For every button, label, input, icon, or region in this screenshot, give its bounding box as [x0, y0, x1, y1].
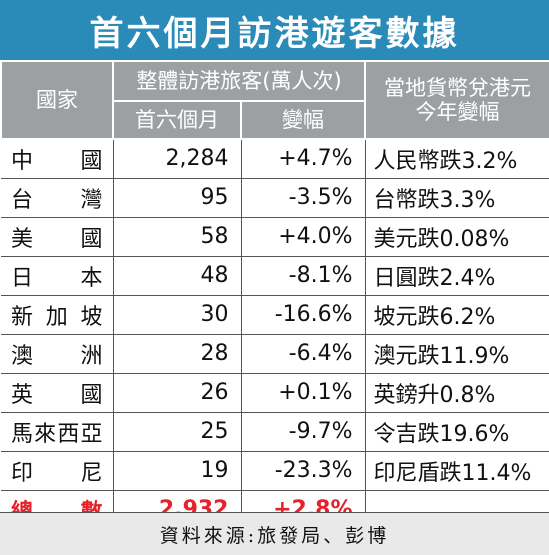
source-footer: 資料來源:旅發局、彭博	[0, 512, 549, 555]
country-label: 中 國	[11, 148, 103, 174]
change-cell: -3.5%	[240, 177, 366, 218]
country-cell: 澳 洲	[1, 333, 114, 374]
change-cell: -8.1%	[240, 255, 366, 296]
country-cell: 印 尼	[1, 450, 114, 491]
table-row: 英 國 26 +0.1% 英鎊升0.8%	[1, 372, 549, 413]
page-title: 首六個月訪港遊客數據	[0, 0, 549, 60]
country-label: 澳 洲	[11, 343, 103, 369]
visitors-cell: 2,284	[112, 138, 242, 179]
currency-cell: 人民幣跌3.2%	[364, 138, 549, 179]
country-cell: 英 國	[1, 372, 114, 413]
change-cell: -23.3%	[240, 450, 366, 491]
visitors-cell: 26	[112, 372, 242, 413]
currency-cell: 澳元跌11.9%	[364, 333, 549, 374]
change-cell: -6.4%	[240, 333, 366, 374]
currency-cell: 坡元跌6.2%	[364, 294, 549, 335]
visitors-cell: 19	[112, 450, 242, 491]
country-cell: 日 本	[1, 255, 114, 296]
table-row: 台 灣 95 -3.5% 台幣跌3.3%	[1, 177, 549, 218]
change-cell: +4.7%	[240, 138, 366, 179]
currency-cell: 日圓跌2.4%	[364, 255, 549, 296]
country-cell: 美 國	[1, 216, 114, 257]
country-label: 英 國	[11, 382, 103, 408]
country-label: 台 灣	[11, 187, 103, 213]
change-cell: -16.6%	[240, 294, 366, 335]
table-row: 美 國 58 +4.0% 美元跌0.08%	[1, 216, 549, 257]
country-cell: 中 國	[1, 138, 114, 179]
visitor-table: 國家 整體訪港旅客(萬人次) 當地貨幣兌港元 今年變幅 首六個月 變幅 中 國 2…	[0, 60, 549, 530]
currency-cell: 台幣跌3.3%	[364, 177, 549, 218]
currency-cell: 令吉跌19.6%	[364, 411, 549, 452]
currency-cell: 美元跌0.08%	[364, 216, 549, 257]
header-currency-line1: 當地貨幣兌港元	[384, 75, 532, 100]
header-currency-line2: 今年變幅	[415, 100, 500, 124]
header-currency: 當地貨幣兌港元 今年變幅	[364, 60, 549, 140]
visitors-cell: 48	[112, 255, 242, 296]
table-row: 新加坡 30 -16.6% 坡元跌6.2%	[1, 294, 549, 335]
country-label: 日 本	[11, 265, 103, 291]
visitors-cell: 95	[112, 177, 242, 218]
table-row: 馬來西亞 25 -9.7% 令吉跌19.6%	[1, 411, 549, 452]
visitors-cell: 58	[112, 216, 242, 257]
header-change: 變幅	[239, 100, 367, 140]
visitors-cell: 30	[112, 294, 242, 335]
country-label: 馬來西亞	[11, 421, 103, 447]
currency-cell: 印尼盾跌11.4%	[364, 450, 549, 491]
table-header: 國家 整體訪港旅客(萬人次) 當地貨幣兌港元 今年變幅 首六個月 變幅	[0, 60, 549, 140]
table-row: 日 本 48 -8.1% 日圓跌2.4%	[1, 255, 549, 296]
header-first-six-months: 首六個月	[112, 100, 242, 140]
table-row: 中 國 2,284 +4.7% 人民幣跌3.2%	[1, 138, 549, 179]
change-cell: -9.7%	[240, 411, 366, 452]
country-cell: 新加坡	[1, 294, 114, 335]
change-cell: +4.0%	[240, 216, 366, 257]
table-row: 澳 洲 28 -6.4% 澳元跌11.9%	[1, 333, 549, 374]
header-visitors-group: 整體訪港旅客(萬人次)	[111, 60, 367, 102]
visitors-cell: 28	[112, 333, 242, 374]
table-row: 印 尼 19 -23.3% 印尼盾跌11.4%	[1, 450, 549, 491]
header-country: 國家	[0, 60, 114, 140]
change-cell: +0.1%	[240, 372, 366, 413]
country-label: 美 國	[11, 226, 103, 252]
visitors-cell: 25	[112, 411, 242, 452]
country-cell: 馬來西亞	[1, 411, 114, 452]
country-label: 印 尼	[11, 460, 103, 486]
currency-cell: 英鎊升0.8%	[364, 372, 549, 413]
table-body: 中 國 2,284 +4.7% 人民幣跌3.2% 台 灣 95 -3.5% 台幣跌3.3% 美 …	[1, 138, 549, 530]
country-cell: 台 灣	[1, 177, 114, 218]
country-label: 新加坡	[11, 304, 103, 330]
